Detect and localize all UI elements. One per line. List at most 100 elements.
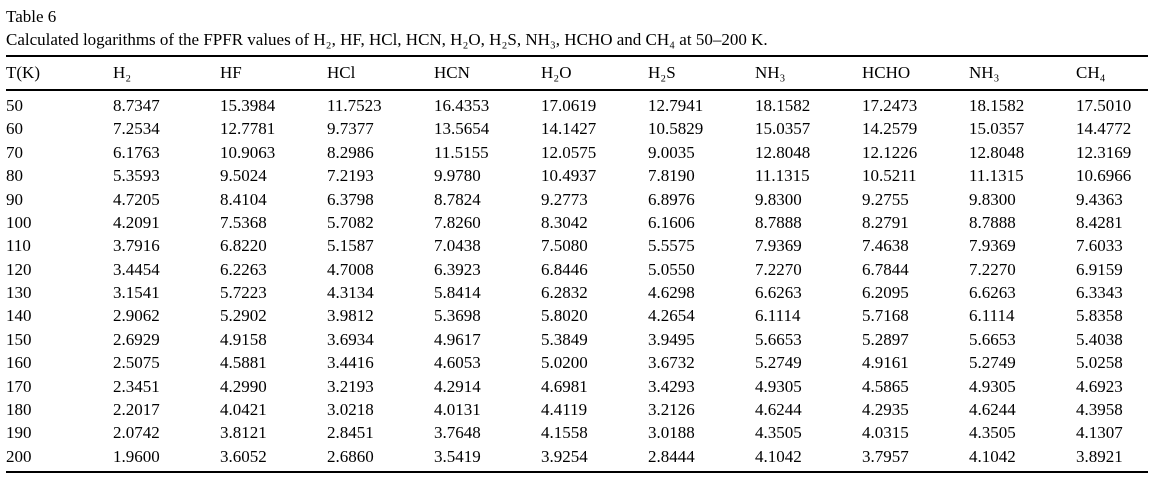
value-cell: 6.9159 [1076, 259, 1123, 279]
value-cell: 9.2773 [541, 189, 588, 209]
value-cell: 6.1114 [969, 306, 1015, 326]
value-cell: 4.2914 [434, 376, 481, 396]
value-cell: 3.9812 [327, 306, 374, 326]
value-cell: 4.6053 [434, 353, 481, 373]
value-cell: 5.2749 [755, 353, 802, 373]
temperature-cell: 120 [6, 259, 32, 279]
value-cell: 5.8358 [1076, 306, 1123, 326]
value-cell: 12.1226 [862, 142, 918, 162]
value-cell: 2.8451 [327, 423, 374, 443]
temperature-cell: 110 [6, 236, 31, 256]
value-cell: 4.1307 [1076, 423, 1123, 443]
value-cell: 2.6860 [327, 446, 374, 466]
value-cell: 4.1042 [969, 446, 1016, 466]
column-header-species: CH₄ [1076, 63, 1106, 82]
value-cell: 4.5865 [862, 376, 909, 396]
value-cell: 4.2091 [113, 212, 160, 232]
column-header-temperature: T(K) [6, 63, 40, 82]
value-cell: 2.5075 [113, 353, 160, 373]
value-cell: 5.7168 [862, 306, 909, 326]
value-cell: 6.3798 [327, 189, 374, 209]
value-cell: 5.2897 [862, 329, 909, 349]
table-body: 50 8.7347 15.3984 11.7523 16.4353 17.0619 12.7… [6, 90, 1148, 472]
value-cell: 4.0131 [434, 399, 481, 419]
value-cell: 4.6244 [969, 399, 1016, 419]
value-cell: 4.2990 [220, 376, 267, 396]
value-cell: 6.6263 [755, 283, 802, 302]
table-row: 180 2.2017 4.0421 3.0218 4.0131 4.4119 3.2126 4… [6, 398, 1148, 421]
value-cell: 12.3169 [1076, 142, 1132, 162]
value-cell: 4.9158 [220, 329, 267, 349]
value-cell: 10.9063 [220, 142, 276, 162]
table-header: T(K) H₂ HF HCl HCN H₂O H₂S NH₃ HCHO NH₃ CH₄ [6, 56, 1148, 90]
value-cell: 3.4416 [327, 353, 374, 373]
table-row: 130 3.1541 5.7223 4.3134 5.8414 6.2832 4.6298 6… [6, 281, 1148, 304]
value-cell: 4.6298 [648, 283, 695, 302]
value-cell: 6.7844 [862, 259, 909, 279]
value-cell: 5.4038 [1076, 329, 1123, 349]
value-cell: 3.9495 [648, 329, 695, 349]
value-cell: 10.5211 [862, 166, 917, 186]
value-cell: 13.5654 [434, 119, 490, 139]
value-cell: 6.3923 [434, 259, 481, 279]
table-row: 70 6.1763 10.9063 8.2986 11.5155 12.0575 9.003… [6, 141, 1148, 164]
value-cell: 8.4104 [220, 189, 267, 209]
value-cell: 16.4353 [434, 96, 490, 115]
value-cell: 6.2263 [220, 259, 267, 279]
table-row: 80 5.3593 9.5024 7.2193 9.9780 10.4937 7.8190 1… [6, 164, 1148, 187]
value-cell: 5.7223 [220, 283, 267, 302]
table-row: 110 3.7916 6.8220 5.1587 7.0438 7.5080 5.5575 7… [6, 234, 1148, 257]
value-cell: 5.0258 [1076, 353, 1123, 373]
value-cell: 4.3134 [327, 283, 374, 302]
value-cell: 15.3984 [220, 96, 276, 115]
value-cell: 4.9161 [862, 353, 909, 373]
value-cell: 5.0200 [541, 353, 588, 373]
value-cell: 6.8220 [220, 236, 267, 256]
value-cell: 7.2534 [113, 119, 160, 139]
value-cell: 7.2270 [969, 259, 1016, 279]
value-cell: 12.8048 [755, 142, 811, 162]
value-cell: 3.6934 [327, 329, 374, 349]
value-cell: 4.6981 [541, 376, 588, 396]
temperature-cell: 190 [6, 423, 32, 443]
value-cell: 4.6923 [1076, 376, 1123, 396]
column-header-species: H₂S [648, 63, 676, 82]
table-row: 140 2.9062 5.2902 3.9812 5.3698 5.8020 4.2654 6… [6, 304, 1148, 327]
temperature-cell: 100 [6, 212, 32, 232]
value-cell: 7.6033 [1076, 236, 1123, 256]
value-cell: 6.1606 [648, 212, 695, 232]
value-cell: 3.0188 [648, 423, 695, 443]
value-cell: 11.1315 [969, 166, 1024, 186]
value-cell: 4.3505 [755, 423, 802, 443]
value-cell: 6.1114 [755, 306, 801, 326]
value-cell: 9.8300 [755, 189, 802, 209]
value-cell: 7.9369 [755, 236, 802, 256]
table-row: 150 2.6929 4.9158 3.6934 4.9617 5.3849 3.9495 5… [6, 328, 1148, 351]
temperature-cell: 150 [6, 329, 32, 349]
column-header-species: H₂O [541, 63, 572, 82]
value-cell: 11.1315 [755, 166, 810, 186]
value-cell: 9.0035 [648, 142, 695, 162]
column-header-species: HCl [327, 63, 356, 82]
value-cell: 18.1582 [755, 96, 811, 115]
table-row: 190 2.0742 3.8121 2.8451 3.7648 4.1558 3.0188 4… [6, 421, 1148, 444]
value-cell: 8.4281 [1076, 212, 1123, 232]
value-cell: 6.2095 [862, 283, 909, 302]
value-cell: 6.8976 [648, 189, 695, 209]
fpfr-table: T(K) H₂ HF HCl HCN H₂O H₂S NH₃ HCHO NH₃ CH₄ 50 8.73… [6, 55, 1148, 473]
value-cell: 2.3451 [113, 376, 160, 396]
value-cell: 3.8921 [1076, 446, 1123, 466]
value-cell: 2.0742 [113, 423, 160, 443]
value-cell: 3.7957 [862, 446, 909, 466]
column-header-species: H₂ [113, 63, 132, 82]
column-header-species: NH₃ [969, 63, 1000, 82]
value-cell: 9.5024 [220, 166, 267, 186]
value-cell: 9.4363 [1076, 189, 1123, 209]
value-cell: 7.9369 [969, 236, 1016, 256]
value-cell: 8.7888 [755, 212, 802, 232]
value-cell: 5.3698 [434, 306, 481, 326]
value-cell: 4.7205 [113, 189, 160, 209]
value-cell: 3.2193 [327, 376, 374, 396]
column-header-species: HCN [434, 63, 470, 82]
